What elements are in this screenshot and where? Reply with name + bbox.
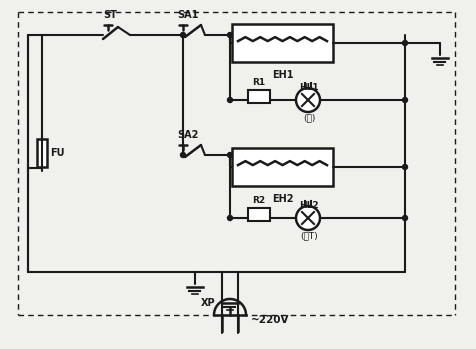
Circle shape — [227, 32, 232, 37]
Text: XP: XP — [200, 298, 215, 308]
Text: EH1: EH1 — [271, 70, 293, 80]
Bar — [37, 140, 47, 168]
Circle shape — [402, 215, 407, 221]
Circle shape — [180, 32, 185, 37]
Circle shape — [296, 206, 319, 230]
Bar — [248, 208, 269, 221]
Bar — [231, 24, 332, 62]
Bar — [231, 148, 332, 186]
Text: R2: R2 — [252, 196, 265, 205]
Circle shape — [402, 97, 407, 103]
Text: (红): (红) — [302, 113, 315, 122]
Text: EH2: EH2 — [271, 194, 293, 204]
Text: SA1: SA1 — [177, 10, 198, 20]
Circle shape — [227, 215, 232, 221]
Bar — [248, 90, 269, 103]
Text: SA2: SA2 — [177, 130, 198, 140]
Text: ~220V: ~220V — [250, 315, 289, 325]
Circle shape — [227, 97, 232, 103]
Text: HL1: HL1 — [298, 83, 318, 92]
Text: R1: R1 — [252, 78, 265, 87]
Text: HL2: HL2 — [298, 201, 318, 210]
Text: FU: FU — [50, 149, 64, 158]
Circle shape — [402, 164, 407, 170]
Circle shape — [296, 88, 319, 112]
Text: ST: ST — [103, 10, 117, 20]
Circle shape — [180, 153, 185, 157]
Circle shape — [402, 40, 407, 45]
Circle shape — [227, 153, 232, 157]
Text: (红T): (红T) — [299, 231, 317, 240]
